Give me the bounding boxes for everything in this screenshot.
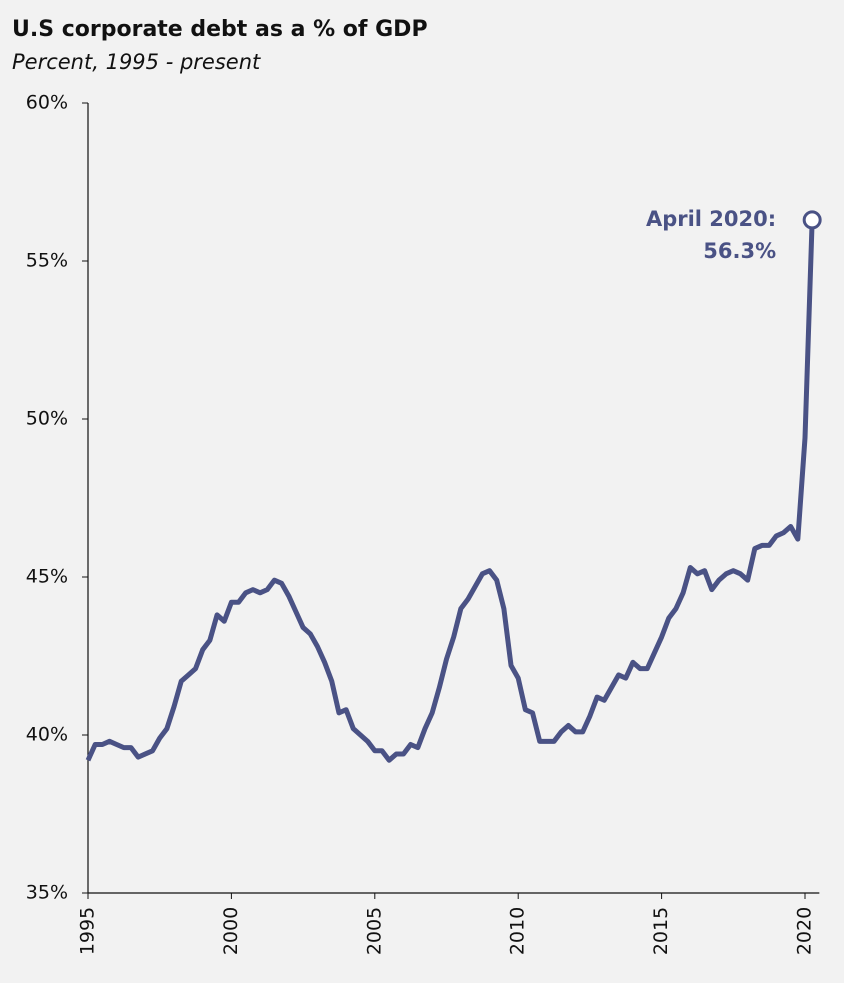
x-tick-label: 2020	[794, 907, 816, 955]
chart-title: U.S corporate debt as a % of GDP	[12, 17, 428, 42]
x-tick-label: 2000	[220, 907, 242, 955]
x-tick-label: 2015	[650, 907, 672, 955]
annotation: 56.3%	[703, 239, 776, 263]
chart-subtitle: Percent, 1995 - present	[12, 50, 261, 74]
y-tick-label: 60%	[26, 92, 68, 114]
y-tick-label: 35%	[26, 882, 68, 904]
y-tick-label: 50%	[26, 408, 68, 430]
line	[85, 219, 815, 763]
y-tick-label: 45%	[26, 566, 68, 588]
x-tick-label: 1995	[77, 907, 99, 955]
y-tick-label: 40%	[26, 724, 68, 746]
x-tick-label: 2005	[363, 907, 385, 955]
end-marker	[802, 210, 822, 230]
x-tick-label: 2010	[507, 907, 529, 955]
annotation: April 2020:	[646, 207, 776, 231]
y-tick-label: 55%	[26, 250, 68, 272]
